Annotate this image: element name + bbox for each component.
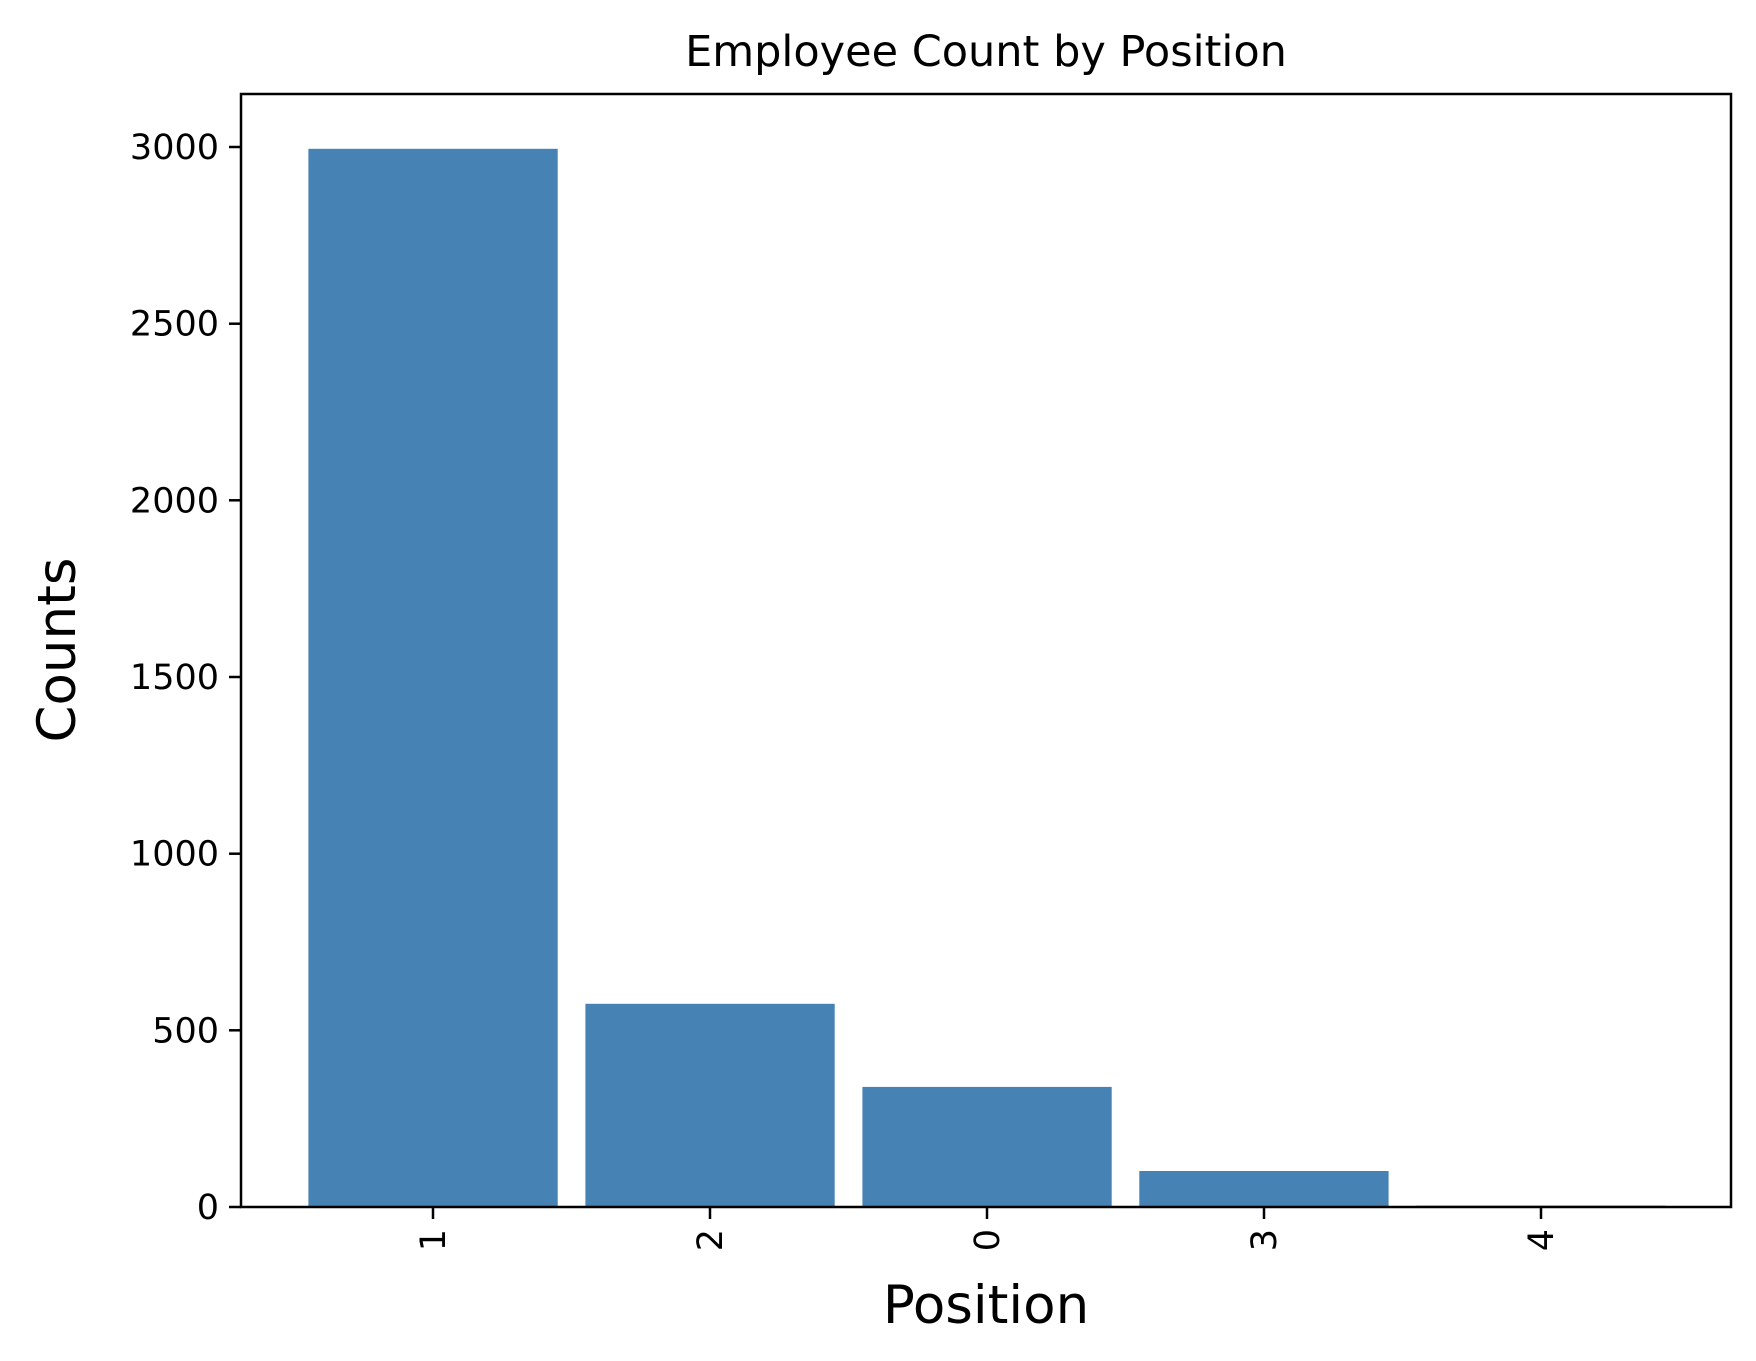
chart-title: Employee Count by Position bbox=[685, 27, 1287, 77]
y-tick-label-500: 500 bbox=[152, 1011, 219, 1051]
x-tick-label-1: 1 bbox=[414, 1229, 454, 1251]
y-tick-label-1500: 1500 bbox=[130, 658, 219, 698]
bar-3 bbox=[1139, 1171, 1389, 1207]
y-axis-label: Counts bbox=[27, 557, 88, 742]
x-tick-label-0: 0 bbox=[968, 1229, 1008, 1251]
bar-2 bbox=[585, 1003, 835, 1207]
bar-1 bbox=[308, 148, 558, 1207]
y-tick-label-2000: 2000 bbox=[130, 481, 219, 521]
x-axis-label: Position bbox=[883, 1275, 1089, 1336]
x-tick-label-4: 4 bbox=[1522, 1229, 1562, 1251]
y-axis: 0 500 1000 1500 2000 2500 3000 bbox=[130, 128, 241, 1228]
y-tick-label-1000: 1000 bbox=[130, 835, 219, 875]
bar-0 bbox=[862, 1086, 1112, 1207]
bars-group bbox=[308, 148, 1666, 1207]
y-tick-label-0: 0 bbox=[197, 1188, 219, 1228]
y-tick-label-2500: 2500 bbox=[130, 305, 219, 345]
plot-frame bbox=[239, 92, 1733, 1209]
y-tick-label-3000: 3000 bbox=[130, 128, 219, 168]
x-tick-label-2: 2 bbox=[691, 1229, 731, 1251]
x-axis: 1 2 0 3 4 bbox=[414, 1207, 1562, 1251]
x-tick-label-3: 3 bbox=[1245, 1229, 1285, 1251]
